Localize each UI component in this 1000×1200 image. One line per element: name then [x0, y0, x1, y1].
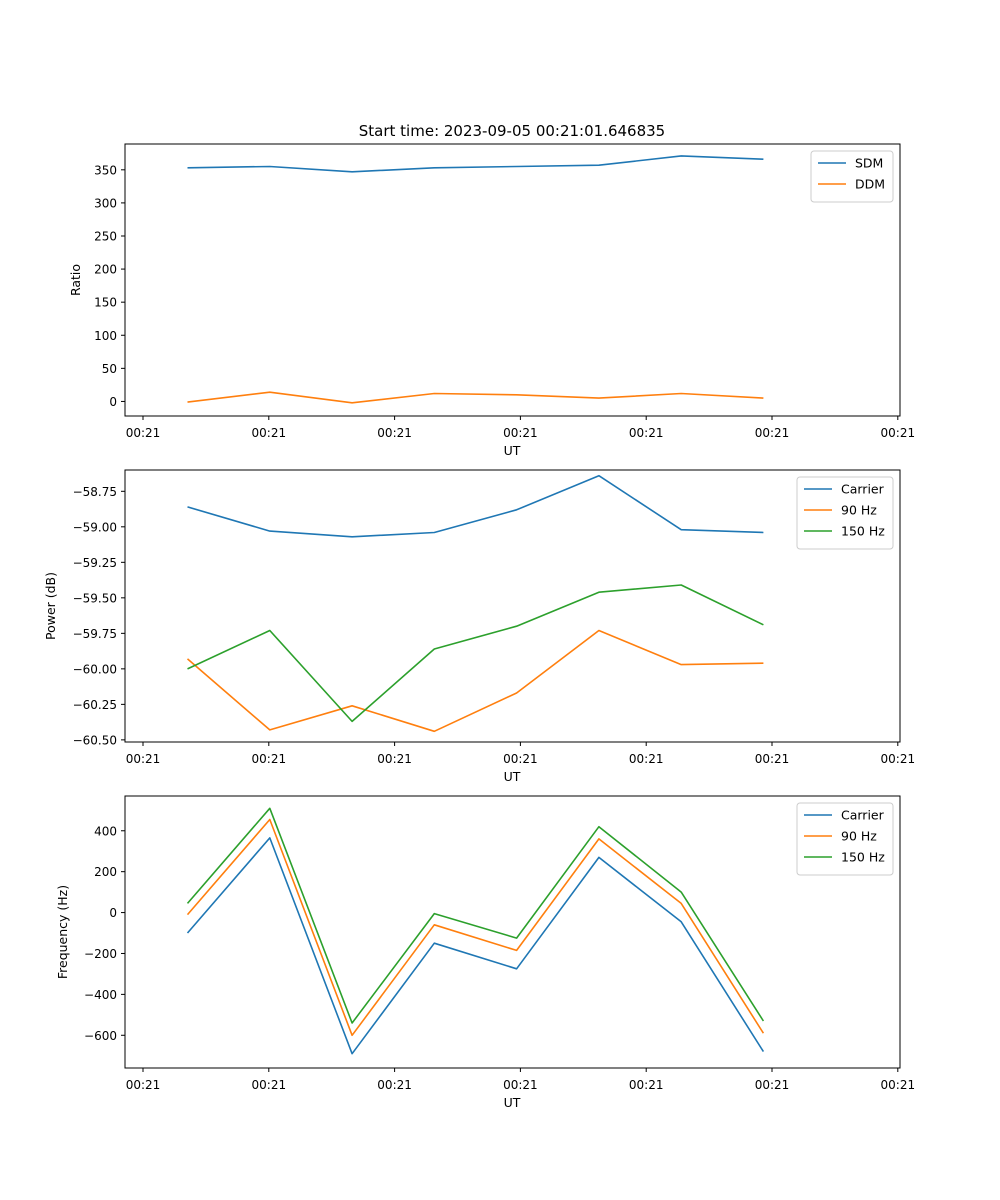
x-tick-label: 00:21: [252, 752, 287, 766]
x-tick-label: 00:21: [126, 426, 161, 440]
legend-label: 90 Hz: [841, 503, 877, 518]
legend-label: 150 Hz: [841, 850, 885, 865]
x-tick-label: 00:21: [377, 426, 412, 440]
series-line-sdm: [187, 155, 764, 173]
y-tick-label: −59.00: [73, 520, 117, 534]
y-tick-label: −60.50: [73, 733, 117, 747]
x-tick-label: 00:21: [377, 1078, 412, 1092]
legend-label: Carrier: [841, 808, 885, 823]
legend-label: DDM: [855, 177, 885, 192]
series-line-90-hz: [186, 629, 764, 733]
x-tick-label: 00:21: [252, 426, 287, 440]
ratio-panel: 0 50 100 150 200 250 300 350 00:21 00:21 00:21 00:2…: [68, 143, 916, 458]
y-tick-label: 300: [94, 196, 117, 210]
legend-label: 90 Hz: [841, 829, 877, 844]
x-axis-label: UT: [504, 443, 521, 458]
y-tick-label: −200: [84, 947, 117, 961]
x-tick-label: 00:21: [755, 1078, 790, 1092]
x-axis-label: UT: [504, 769, 521, 784]
y-tick-label: 250: [94, 229, 117, 243]
x-tick-label: 00:21: [503, 1078, 538, 1092]
figure-title: Start time: 2023-09-05 00:21:01.646835: [359, 122, 665, 140]
x-tick-label: 00:21: [881, 1078, 916, 1092]
y-tick-label: −60.25: [73, 698, 117, 712]
y-tick-label: −59.50: [73, 591, 117, 605]
x-tick-label: 00:21: [629, 1078, 664, 1092]
x-tick-label: 00:21: [881, 426, 916, 440]
x-tick-label: 00:21: [629, 752, 664, 766]
x-tick-label: 00:21: [252, 1078, 287, 1092]
x-tick-label: 00:21: [755, 752, 790, 766]
x-tick-label: 00:21: [755, 426, 790, 440]
x-tick-label: 00:21: [377, 752, 412, 766]
series-line-150-hz: [187, 584, 764, 723]
y-tick-label: 400: [94, 824, 117, 838]
y-tick-label: 200: [94, 865, 117, 879]
legend-label: Carrier: [841, 482, 885, 497]
y-tick-label: −59.25: [73, 556, 117, 570]
y-tick-label: −400: [84, 988, 117, 1002]
y-axis-label: Frequency (Hz): [55, 885, 70, 979]
x-tick-label: 00:21: [503, 752, 538, 766]
x-tick-label: 00:21: [629, 426, 664, 440]
series-line-90-hz: [186, 818, 765, 1037]
y-tick-label: 150: [94, 296, 117, 310]
series-line-carrier: [186, 837, 765, 1055]
x-axis-label: UT: [504, 1095, 521, 1110]
y-tick-label: 0: [109, 906, 117, 920]
y-tick-label: 100: [94, 329, 117, 343]
frequency-panel: −600 −400 −200 0 200 400 00:21 00:21 00:21 00:21 0…: [55, 795, 916, 1110]
y-tick-label: −600: [84, 1029, 117, 1043]
x-tick-label: 00:21: [881, 752, 916, 766]
series-line-150-hz: [186, 807, 765, 1024]
legend-label: SDM: [855, 156, 883, 171]
y-tick-label: −58.75: [73, 485, 117, 499]
power-panel: −60.50 −60.25 −60.00 −59.75 −59.50 −59.25 −59.…: [43, 469, 916, 784]
y-tick-label: −60.00: [73, 662, 117, 676]
y-tick-label: −59.75: [73, 627, 117, 641]
series-line-ddm: [187, 391, 764, 404]
series-line-carrier: [187, 474, 764, 538]
x-tick-label: 00:21: [503, 426, 538, 440]
x-tick-label: 00:21: [126, 752, 161, 766]
y-tick-label: 200: [94, 263, 117, 277]
y-tick-label: 350: [94, 163, 117, 177]
axes-frame: [124, 795, 901, 1069]
legend-label: 150 Hz: [841, 524, 885, 539]
y-axis-label: Ratio: [68, 264, 83, 296]
y-tick-label: 50: [102, 362, 117, 376]
y-tick-label: 0: [109, 395, 117, 409]
x-tick-label: 00:21: [126, 1078, 161, 1092]
axes-frame: [124, 469, 901, 743]
y-axis-label: Power (dB): [43, 572, 58, 640]
axes-frame: [124, 143, 901, 417]
